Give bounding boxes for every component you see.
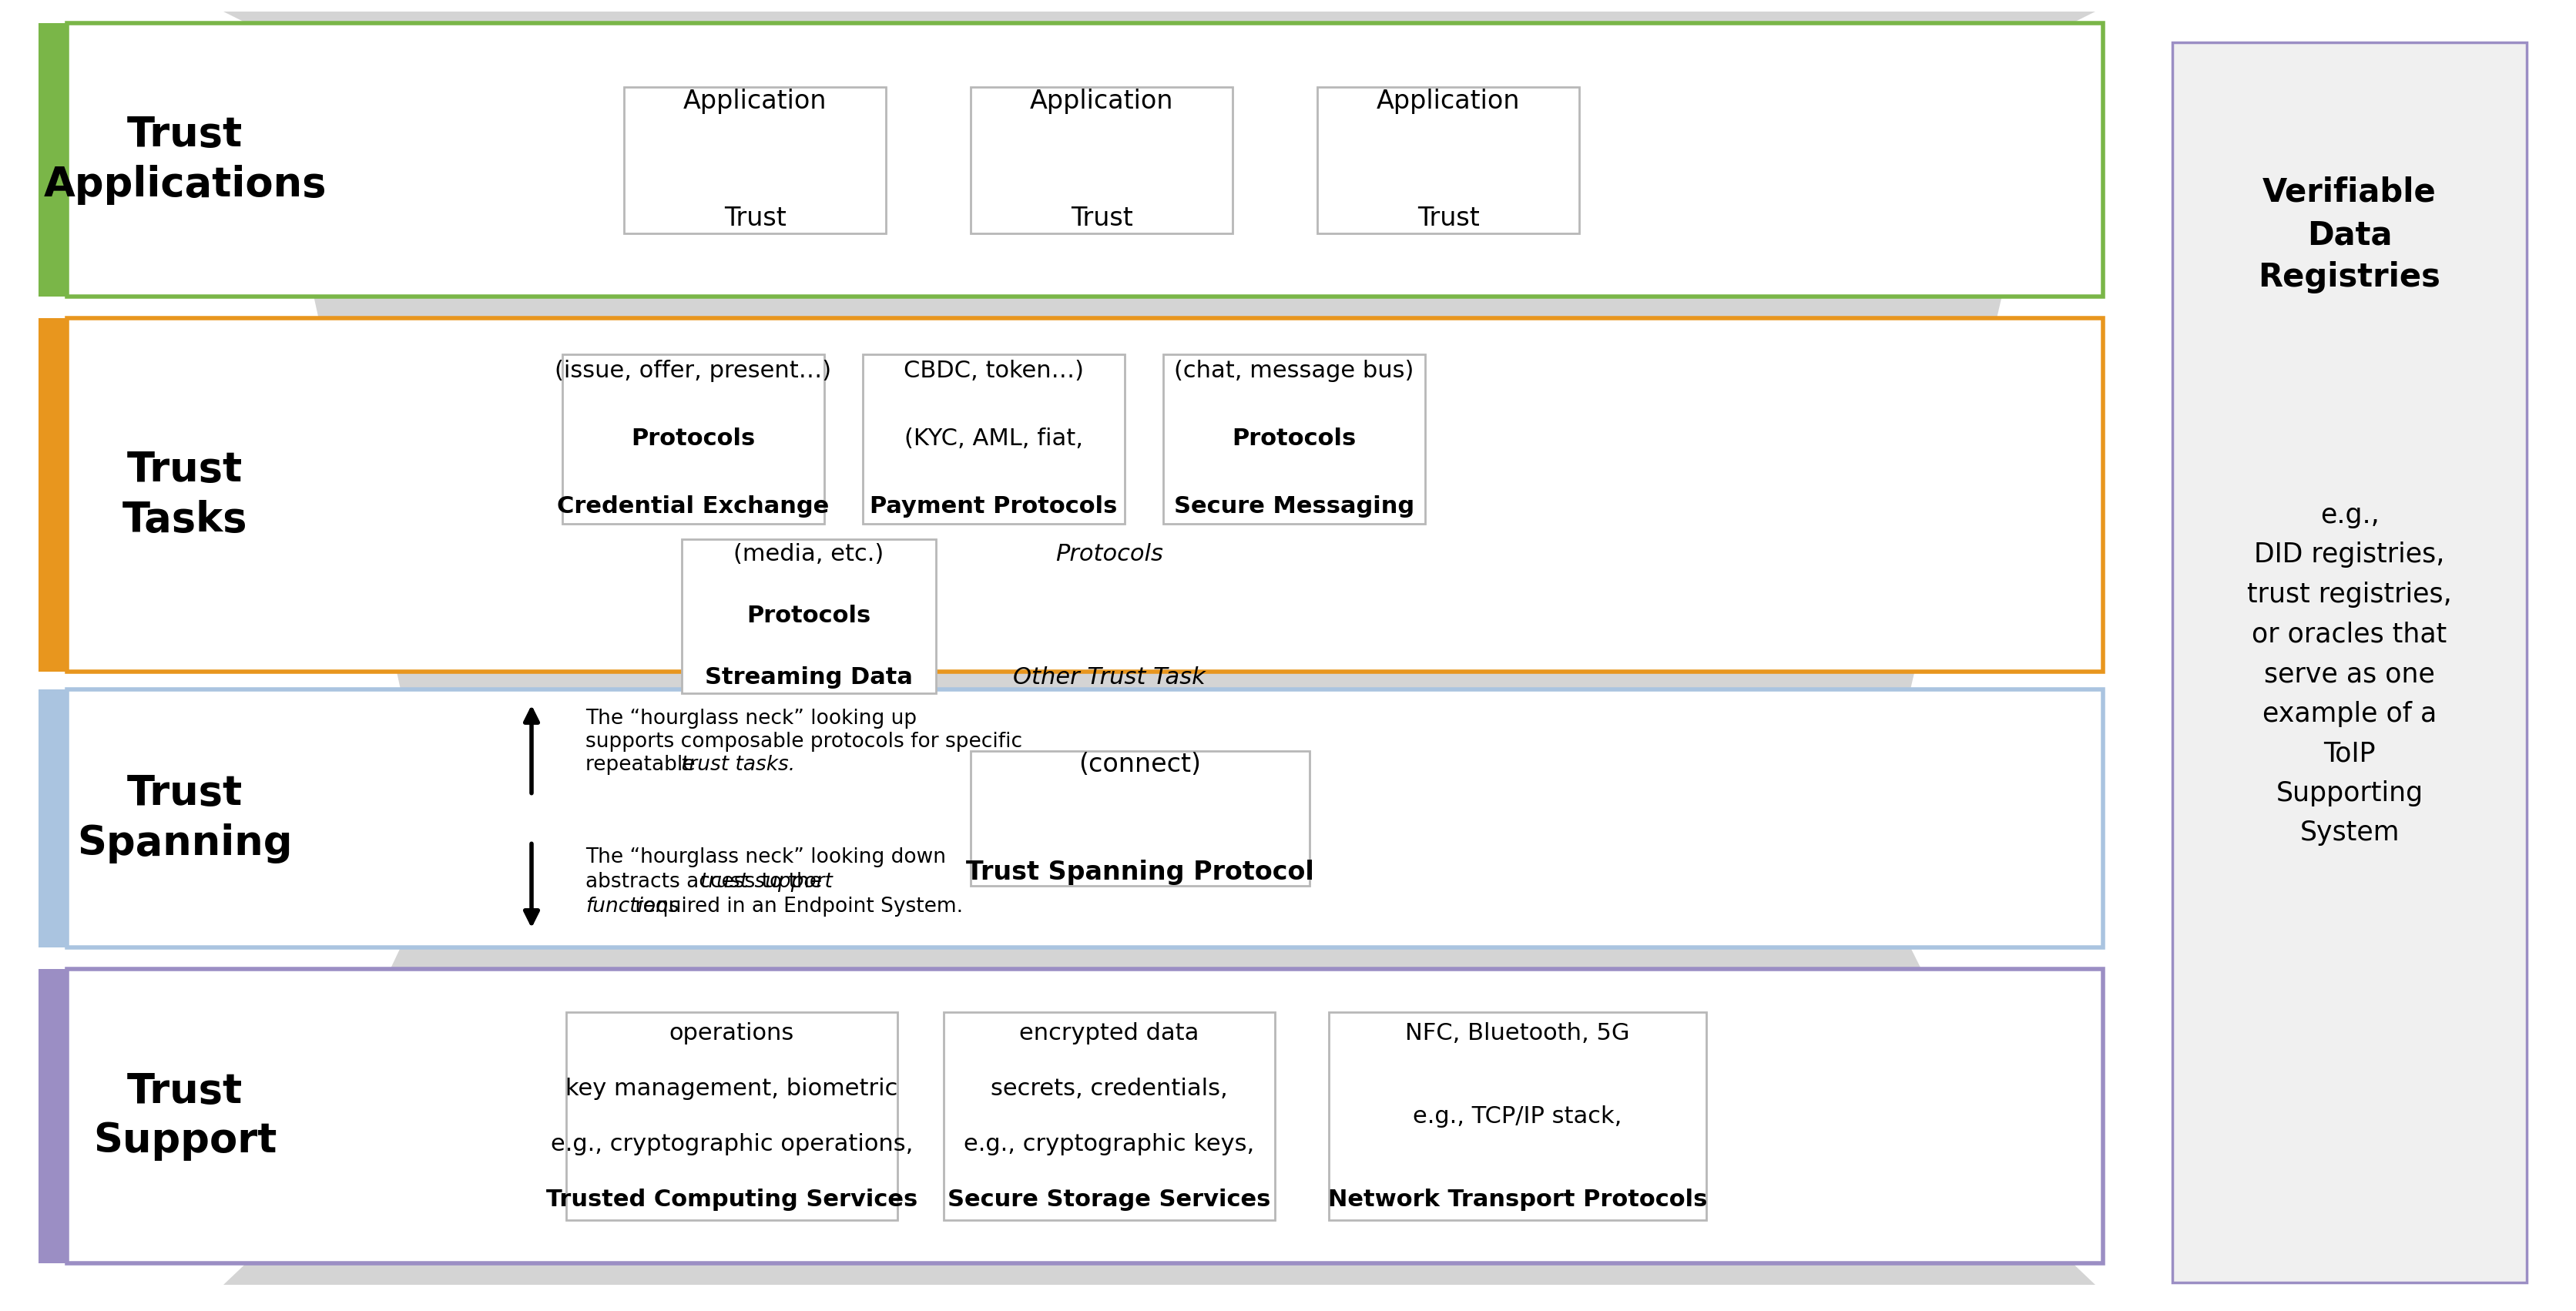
- Bar: [971, 751, 1309, 886]
- Bar: [39, 24, 64, 296]
- Text: e.g., cryptographic operations,: e.g., cryptographic operations,: [551, 1133, 912, 1155]
- Text: (chat, message bus): (chat, message bus): [1175, 361, 1414, 383]
- Bar: [39, 319, 64, 671]
- Bar: [1164, 354, 1425, 524]
- Text: Trusted Computing Services: Trusted Computing Services: [546, 1188, 917, 1210]
- Text: Trust
Support: Trust Support: [93, 1071, 276, 1162]
- Text: Layer 1: Layer 1: [41, 1072, 64, 1160]
- Text: NFC, Bluetooth, 5G: NFC, Bluetooth, 5G: [1406, 1021, 1631, 1044]
- Bar: [39, 690, 64, 948]
- Text: trust tasks.: trust tasks.: [680, 754, 796, 775]
- Text: Secure Storage Services: Secure Storage Services: [948, 1188, 1270, 1210]
- Text: Trust Spanning Protocol: Trust Spanning Protocol: [966, 860, 1314, 885]
- Text: required in an Endpoint System.: required in an Endpoint System.: [629, 897, 963, 916]
- Text: Other Trust Task: Other Trust Task: [1012, 667, 1206, 690]
- Text: Application: Application: [1376, 89, 1520, 114]
- Polygon shape: [224, 12, 2094, 1285]
- Text: Trust
Spanning: Trust Spanning: [77, 773, 294, 863]
- Bar: [863, 354, 1126, 524]
- Text: Trust: Trust: [1072, 206, 1133, 231]
- Text: e.g., cryptographic keys,: e.g., cryptographic keys,: [963, 1133, 1255, 1155]
- Bar: [562, 354, 824, 524]
- Text: Application: Application: [1030, 89, 1175, 114]
- Text: key management, biometric: key management, biometric: [567, 1078, 899, 1100]
- Bar: [39, 969, 64, 1264]
- Bar: [2172, 42, 2527, 1282]
- Bar: [623, 87, 886, 233]
- Text: Trust: Trust: [724, 206, 786, 231]
- Text: e.g., TCP/IP stack,: e.g., TCP/IP stack,: [1414, 1105, 1623, 1127]
- Text: Layer 2: Layer 2: [41, 775, 64, 863]
- Text: Protocols: Protocols: [1231, 427, 1358, 450]
- Text: abstracts access to the: abstracts access to the: [585, 872, 829, 891]
- Bar: [67, 690, 2102, 948]
- Text: functions: functions: [585, 897, 680, 916]
- Bar: [67, 969, 2102, 1264]
- Bar: [971, 87, 1231, 233]
- Text: repeatable: repeatable: [585, 754, 701, 775]
- Text: (connect): (connect): [1079, 751, 1200, 777]
- Text: Protocols: Protocols: [631, 427, 755, 450]
- Text: The “hourglass neck” looking up: The “hourglass neck” looking up: [585, 708, 917, 729]
- Text: (issue, offer, present…): (issue, offer, present…): [554, 361, 832, 383]
- Text: (KYC, AML, fiat,: (KYC, AML, fiat,: [904, 427, 1082, 450]
- Text: operations: operations: [670, 1021, 793, 1044]
- Text: Payment Protocols: Payment Protocols: [871, 496, 1118, 518]
- Bar: [943, 1012, 1275, 1221]
- Text: The “hourglass neck” looking down: The “hourglass neck” looking down: [585, 847, 945, 867]
- Text: Layer 4: Layer 4: [41, 115, 64, 203]
- Bar: [567, 1012, 896, 1221]
- Text: e.g.,
DID registries,
trust registries,
or oracles that
serve as one
example of : e.g., DID registries, trust registries, …: [2246, 502, 2452, 846]
- Text: encrypted data: encrypted data: [1020, 1021, 1200, 1044]
- Bar: [67, 24, 2102, 296]
- Text: Secure Messaging: Secure Messaging: [1175, 496, 1414, 518]
- Text: Trust
Applications: Trust Applications: [44, 115, 327, 205]
- Text: Verifiable
Data
Registries: Verifiable Data Registries: [2259, 176, 2439, 294]
- Text: CBDC, token…): CBDC, token…): [904, 361, 1084, 383]
- Text: Streaming Data: Streaming Data: [706, 667, 912, 690]
- Text: Protocols: Protocols: [1056, 544, 1164, 566]
- Text: Application: Application: [683, 89, 827, 114]
- Bar: [1316, 87, 1579, 233]
- Bar: [67, 319, 2102, 671]
- Text: Credential Exchange: Credential Exchange: [556, 496, 829, 518]
- Text: Trust: Trust: [1417, 206, 1479, 231]
- Text: Layer 3: Layer 3: [41, 451, 64, 539]
- Bar: [683, 539, 935, 694]
- Text: supports composable protocols for specific: supports composable protocols for specif…: [585, 732, 1023, 751]
- Text: secrets, credentials,: secrets, credentials,: [992, 1078, 1229, 1100]
- Text: Protocols: Protocols: [747, 606, 871, 628]
- Bar: [1329, 1012, 1705, 1221]
- Text: Network Transport Protocols: Network Transport Protocols: [1327, 1188, 1708, 1210]
- Text: (media, etc.): (media, etc.): [734, 544, 884, 566]
- Text: Trust
Tasks: Trust Tasks: [121, 450, 247, 540]
- Text: trust support: trust support: [701, 872, 832, 891]
